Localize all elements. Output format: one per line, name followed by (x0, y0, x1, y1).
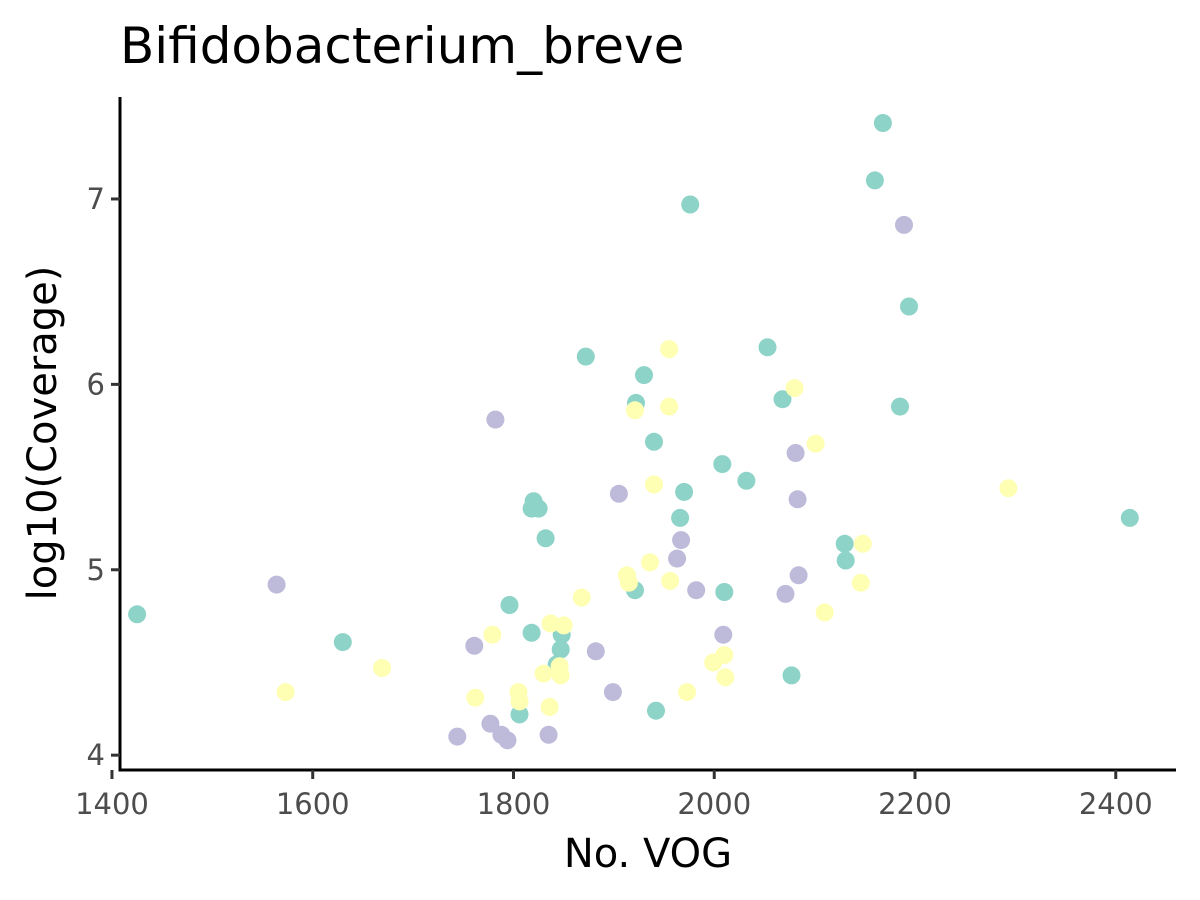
data-point (448, 727, 467, 746)
data-point (276, 683, 295, 702)
data-point (540, 698, 559, 716)
data-point (333, 633, 352, 652)
data-point (835, 534, 854, 553)
data-point (999, 479, 1018, 498)
data-point (900, 297, 918, 316)
data-point (609, 484, 628, 503)
data-point (873, 114, 892, 132)
data-point (522, 623, 541, 642)
data-point (572, 588, 591, 607)
data-point (773, 390, 792, 409)
data-point (373, 659, 391, 677)
data-point (647, 701, 665, 720)
data-point (687, 581, 706, 600)
data-point (551, 666, 570, 685)
data-point (645, 432, 663, 451)
data-point (660, 397, 679, 416)
data-point (551, 640, 570, 659)
data-point (678, 683, 697, 702)
data-point (715, 583, 734, 601)
data-point (675, 482, 694, 501)
data-point (713, 455, 732, 474)
y-axis-title: log10(Coverage) (20, 266, 66, 601)
data-point (776, 584, 795, 603)
data-point (785, 379, 804, 398)
data-point (486, 410, 505, 429)
data-point (128, 605, 147, 624)
x-tick-label: 2000 (677, 787, 751, 821)
data-point (576, 347, 595, 366)
data-point (714, 625, 733, 644)
x-tick-label: 2200 (878, 787, 952, 821)
data-point (626, 401, 644, 420)
x-tick-label: 1400 (75, 787, 149, 821)
data-point (498, 731, 517, 750)
y-tick-label: 7 (87, 182, 105, 216)
data-point (529, 499, 548, 518)
x-axis-ticks: 1400 1600 1800 2000 2200 2400 (75, 770, 1153, 821)
data-point (671, 508, 690, 527)
y-tick-label: 4 (87, 738, 105, 772)
data-point (483, 625, 502, 644)
data-point (554, 616, 573, 635)
data-point (758, 338, 777, 357)
chart-title: Bifidobacterium_breve (120, 17, 684, 75)
y-tick-label: 5 (87, 553, 105, 587)
data-point (895, 215, 913, 234)
data-point (672, 531, 691, 550)
data-point (619, 573, 638, 592)
data-point (660, 340, 679, 359)
data-point (536, 529, 555, 548)
data-point (267, 575, 286, 594)
x-tick-label: 2400 (1079, 787, 1153, 821)
data-point (681, 195, 700, 214)
points-layer (128, 114, 1139, 750)
data-point (661, 571, 680, 590)
data-point (586, 642, 605, 661)
data-point (603, 683, 622, 702)
data-point (891, 397, 909, 416)
data-point (806, 434, 825, 453)
data-point (645, 475, 663, 494)
x-tick-label: 1800 (477, 787, 551, 821)
data-point (788, 490, 807, 509)
data-point (715, 646, 734, 665)
data-point (481, 714, 500, 733)
data-point (1120, 508, 1139, 527)
x-tick-label: 1600 (276, 787, 350, 821)
data-point (853, 534, 872, 553)
data-point (737, 471, 756, 490)
data-point (500, 596, 519, 614)
y-tick-label: 6 (87, 367, 105, 401)
data-point (865, 171, 884, 190)
data-point (466, 688, 485, 707)
data-point (789, 566, 808, 585)
data-point (786, 444, 805, 462)
data-point (465, 636, 484, 655)
data-point (851, 573, 870, 592)
data-point (534, 664, 553, 683)
data-point (510, 705, 529, 724)
data-point (668, 549, 687, 568)
data-point (641, 553, 659, 572)
y-axis-ticks: 4 5 6 7 (87, 182, 120, 772)
x-axis-title: No. VOG (564, 831, 732, 877)
data-point (716, 668, 735, 687)
data-point (539, 725, 558, 744)
data-point (510, 692, 529, 711)
data-point (815, 603, 834, 622)
data-point (782, 666, 801, 685)
data-point (836, 551, 855, 570)
data-point (635, 366, 653, 385)
